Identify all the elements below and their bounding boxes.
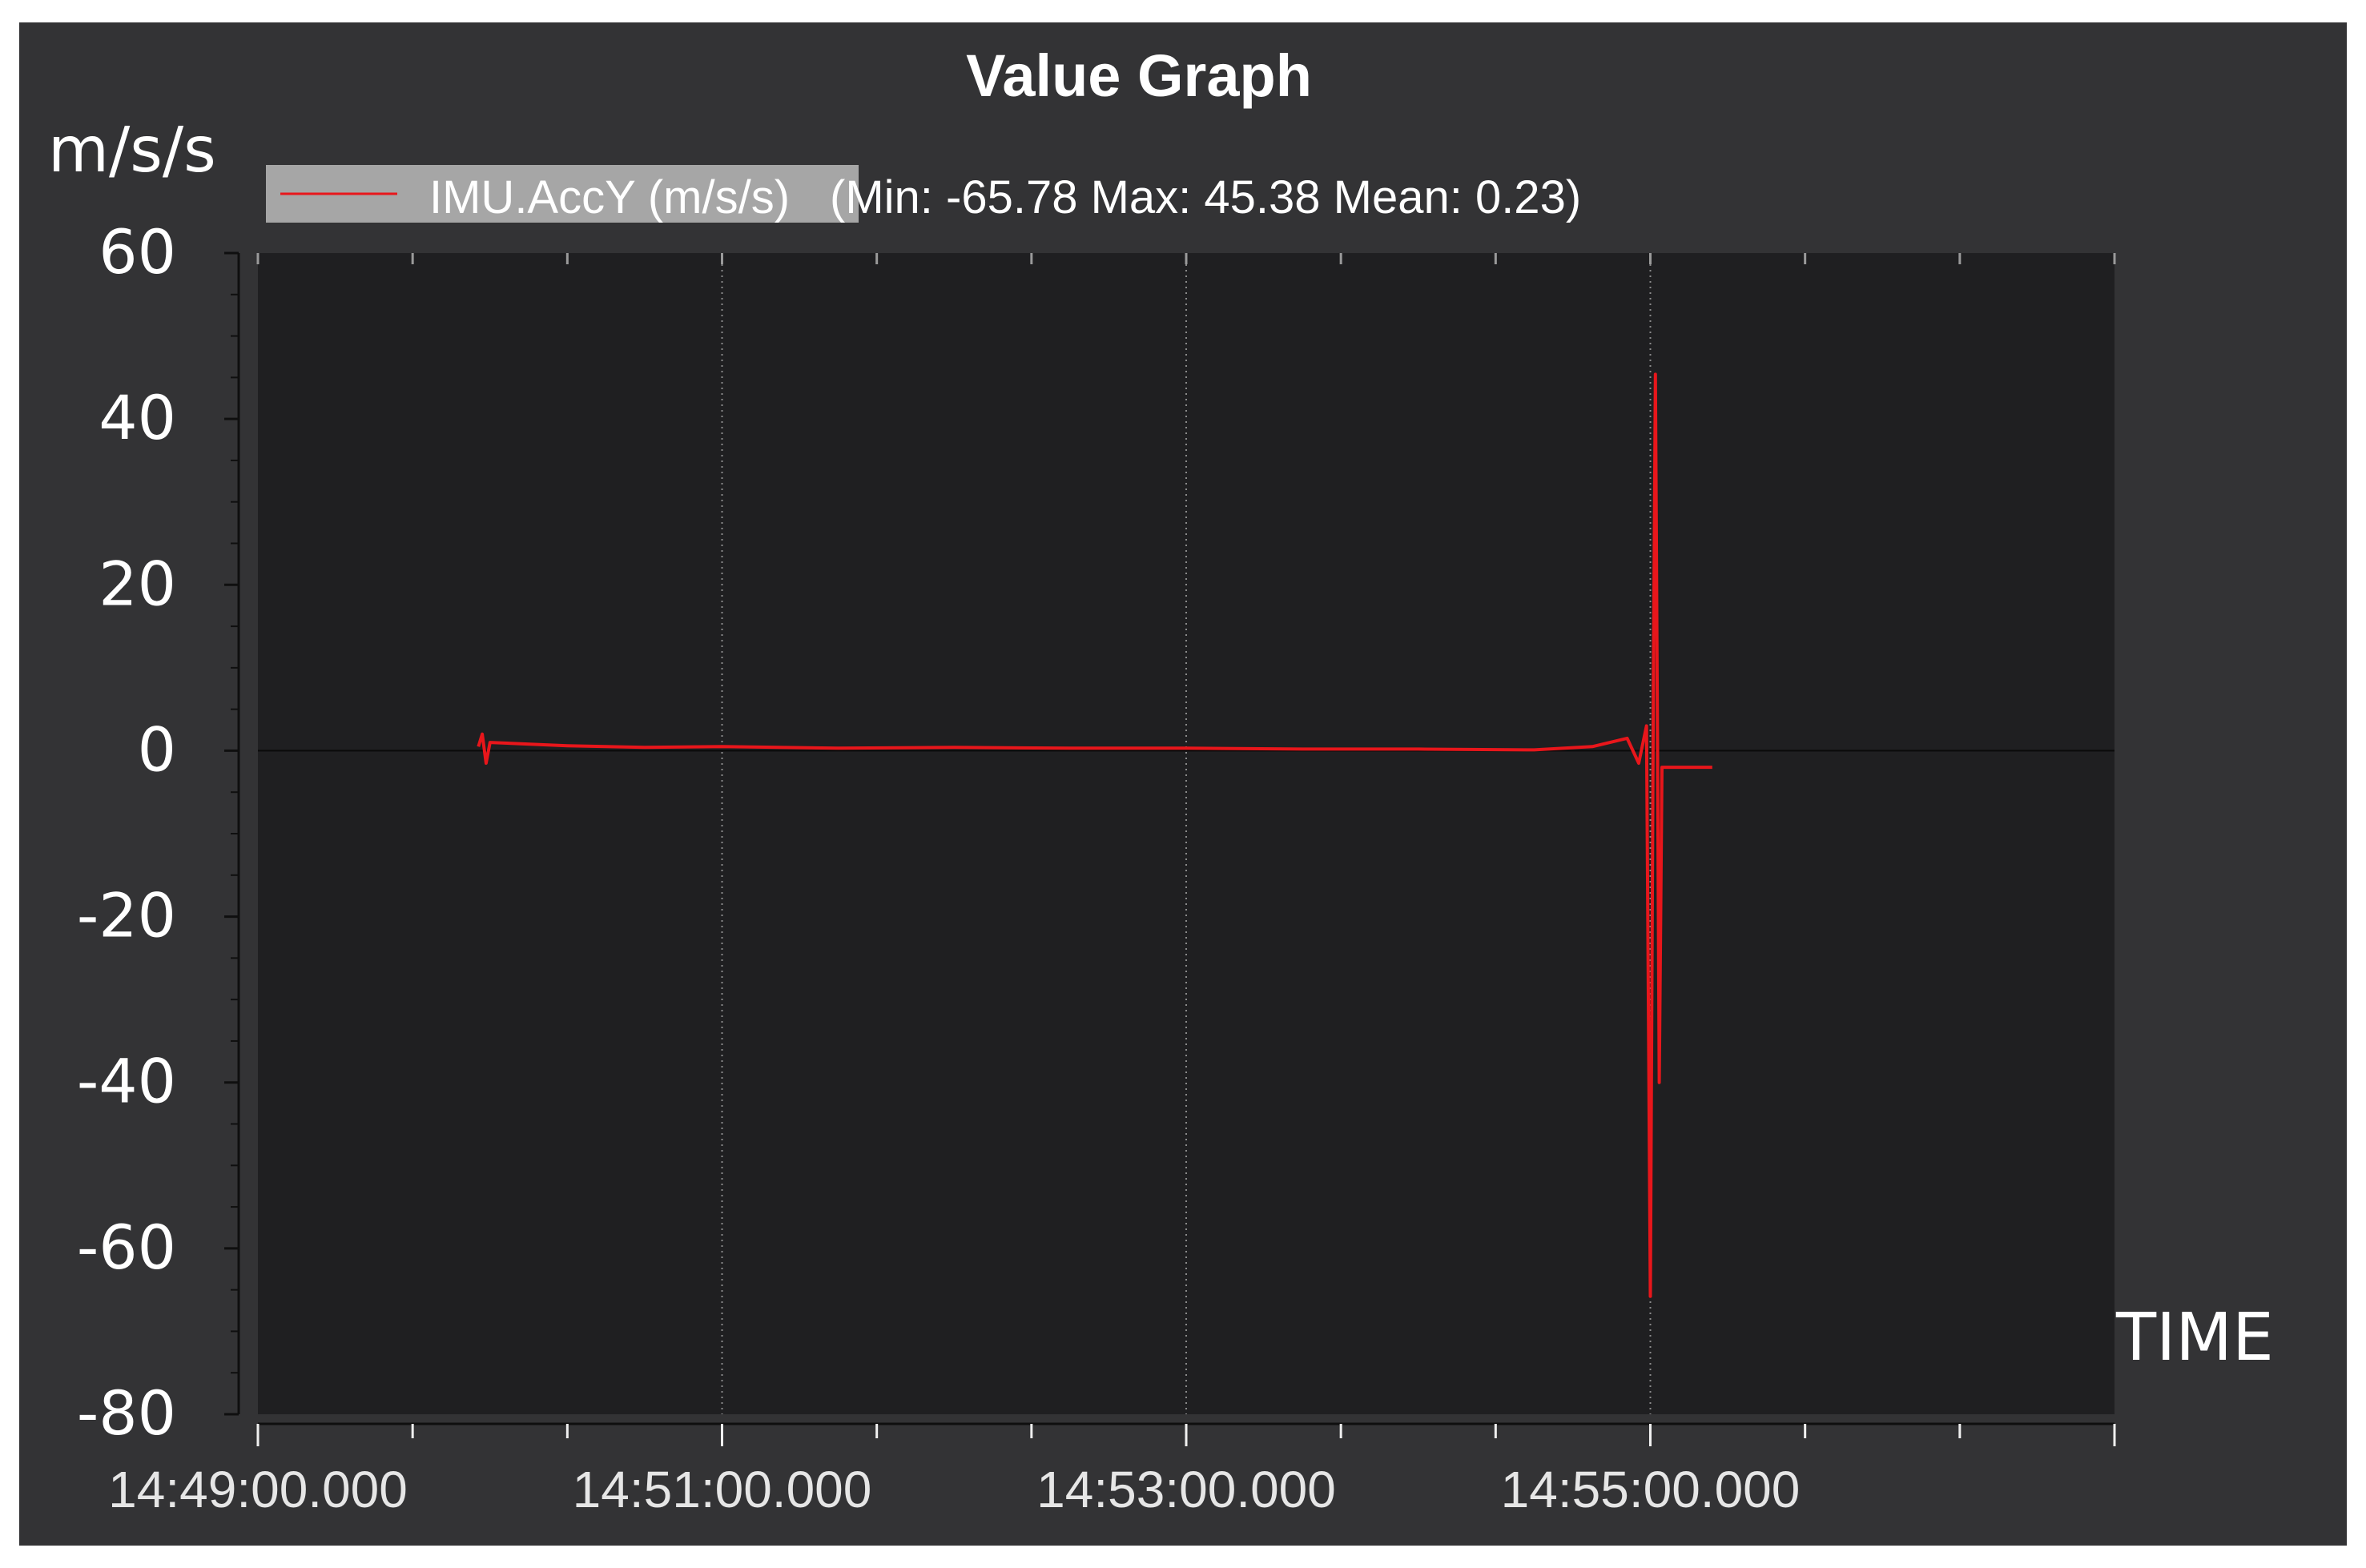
y-tick-label: 20 [99,548,176,619]
x-tick-label: 14:49:00.000 [108,1461,408,1518]
value-graph-panel: Value Graph m/s/s TIME 60 40 20 0 -20 -40 -60 -… [19,22,2347,1546]
chart-title: Value Graph [966,42,1312,109]
x-axis-label: TIME [2115,1300,2274,1376]
legend-stats: (Min: -65.78 Max: 45.38 Mean: 0.23) [830,171,1581,223]
y-tick-label: -80 [77,1377,176,1449]
x-tick-label: 14:55:00.000 [1501,1461,1801,1518]
x-axis: 14:49:00.000 14:51:00.000 14:53:00.000 14:5… [108,253,2116,1518]
y-tick-label: 60 [99,216,176,287]
plot-area [258,253,2115,1414]
legend-label: IMU.AccY (m/s/s) [429,171,790,223]
y-tick-label: -60 [77,1212,176,1283]
series-line [477,372,1712,1298]
legend[interactable]: IMU.AccY (m/s/s) (Min: -65.78 Max: 45.38… [266,165,1581,223]
x-tick-label: 14:51:00.000 [573,1461,872,1518]
value-graph-chart: Value Graph m/s/s TIME 60 40 20 0 -20 -40 -60 -… [48,42,2274,1518]
y-tick-label: -40 [77,1046,176,1117]
series-imu-accy [477,372,1712,1298]
x-tick-label: 14:53:00.000 [1036,1461,1336,1518]
y-axis: 60 40 20 0 -20 -40 -60 -80 [77,216,240,1449]
y-tick-label: 40 [99,382,176,453]
y-tick-label: 0 [138,714,176,785]
y-axis-label: m/s/s [48,115,216,187]
y-tick-label: -20 [77,880,176,951]
